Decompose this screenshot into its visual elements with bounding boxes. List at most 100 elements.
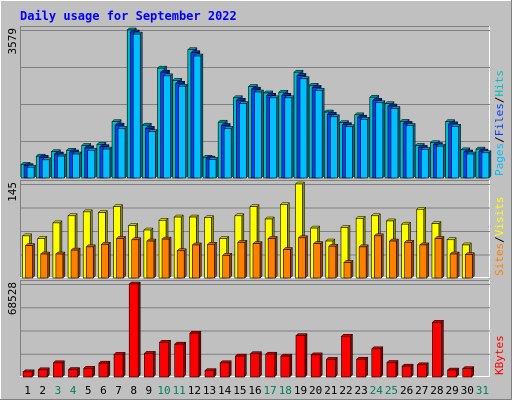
bar-kbytes <box>462 365 475 378</box>
bar-pages <box>162 73 174 179</box>
x-axis: 1 2 3 4 5 6 7 8 9 10 11 12 13 14 15 16 17 18 19 20 21 22 23 24 2… <box>24 384 489 397</box>
legend: Pages/Files/Hits <box>493 70 506 176</box>
bar-pages <box>466 151 477 179</box>
bar-kbytes <box>280 353 293 378</box>
x-tick-label: 16 <box>248 384 261 397</box>
x-tick-label: 8 <box>130 384 137 397</box>
panel-visits-sites: 145 Sites/Visits <box>6 180 506 279</box>
bar-kbytes <box>249 351 263 378</box>
x-tick-label: 9 <box>146 384 153 397</box>
bar-sites <box>449 251 460 279</box>
bar-pages <box>87 147 98 179</box>
legend-entry: KBytes <box>493 335 506 375</box>
legend-entry: / <box>493 136 506 143</box>
bar-kbytes <box>340 333 354 378</box>
bar-sites <box>373 233 384 279</box>
x-tick-label: 17 <box>264 384 277 397</box>
bar-pages <box>223 125 234 179</box>
bar-pages <box>284 95 295 179</box>
bar-kbytes <box>37 367 50 378</box>
y-max-label: 68528 <box>6 282 19 315</box>
x-tick-label: 26 <box>400 384 413 397</box>
legend-entry: Sites <box>493 243 506 276</box>
bar-kbytes <box>386 359 399 378</box>
bar-sites <box>419 242 430 279</box>
legend-entry: Visits <box>493 197 506 237</box>
bar-sites <box>358 244 369 279</box>
legend: KBytes <box>493 335 506 375</box>
bar-pages <box>41 157 52 179</box>
bar-sites <box>146 238 157 279</box>
bar-sites <box>161 236 172 279</box>
bar-pages <box>208 156 219 179</box>
bar-sites <box>297 235 309 279</box>
bar-pages <box>147 129 158 179</box>
bar-sites <box>237 239 248 279</box>
x-tick-label: 5 <box>85 384 92 397</box>
bar-pages <box>26 164 37 179</box>
x-tick-label: 13 <box>203 384 216 397</box>
bar-sites <box>222 252 233 279</box>
bar-sites <box>176 248 187 279</box>
bar-pages <box>314 87 325 179</box>
bar-sites <box>24 242 36 279</box>
bar-kbytes <box>371 346 384 378</box>
bar-kbytes <box>52 360 66 378</box>
bar-sites <box>115 235 127 279</box>
bar-pages <box>253 89 265 179</box>
bar-sites <box>40 251 51 279</box>
bar-kbytes <box>83 365 96 378</box>
bar-pages <box>269 95 280 179</box>
x-tick-label: 7 <box>115 384 122 397</box>
bar-pages <box>329 114 340 179</box>
bar-kbytes <box>158 339 172 378</box>
bar-pages <box>132 31 143 179</box>
bar-sites <box>191 242 202 279</box>
bar-sites <box>206 241 218 279</box>
bar-kbytes <box>356 356 369 378</box>
x-tick-label: 6 <box>100 384 107 397</box>
bar-sites <box>85 244 96 279</box>
bar-pages <box>375 100 386 179</box>
bar-pages <box>405 122 416 179</box>
chart-title: Daily usage for September 2022 <box>20 9 237 23</box>
bar-sites <box>282 246 293 279</box>
x-tick-label: 11 <box>173 384 186 397</box>
bar-kbytes <box>113 351 126 378</box>
x-tick-label: 18 <box>279 384 292 397</box>
bar-sites <box>55 251 66 279</box>
legend-entry: Files <box>493 103 506 136</box>
bar-kbytes <box>416 362 429 378</box>
bar-kbytes <box>128 281 141 378</box>
x-tick-label: 1 <box>24 384 31 397</box>
bar-kbytes <box>143 350 156 378</box>
panel-kbytes: 68528 KBytes <box>6 280 506 378</box>
x-tick-label: 4 <box>70 384 77 397</box>
bar-sites <box>252 241 263 279</box>
x-tick-label: 23 <box>355 384 368 397</box>
x-tick-label: 29 <box>445 384 458 397</box>
bar-pages <box>299 76 310 179</box>
bar-sites <box>388 238 400 279</box>
bar-kbytes <box>219 360 232 378</box>
x-tick-label: 25 <box>385 384 398 397</box>
x-tick-label: 19 <box>294 384 307 397</box>
bar-sites <box>70 247 81 279</box>
bar-kbytes <box>98 360 111 378</box>
bar-pages <box>481 150 492 179</box>
x-tick-label: 2 <box>39 384 46 397</box>
y-max-label: 145 <box>6 182 19 202</box>
bar-kbytes <box>67 366 81 378</box>
bar-pages <box>450 123 462 179</box>
bar-kbytes <box>189 330 202 378</box>
x-tick-label: 24 <box>370 384 384 397</box>
x-tick-label: 3 <box>55 384 62 397</box>
bar-kbytes <box>446 367 460 378</box>
bar-kbytes <box>265 351 278 378</box>
bar-kbytes <box>431 319 445 378</box>
x-tick-label: 28 <box>430 384 443 397</box>
legend-entry: / <box>493 97 506 104</box>
